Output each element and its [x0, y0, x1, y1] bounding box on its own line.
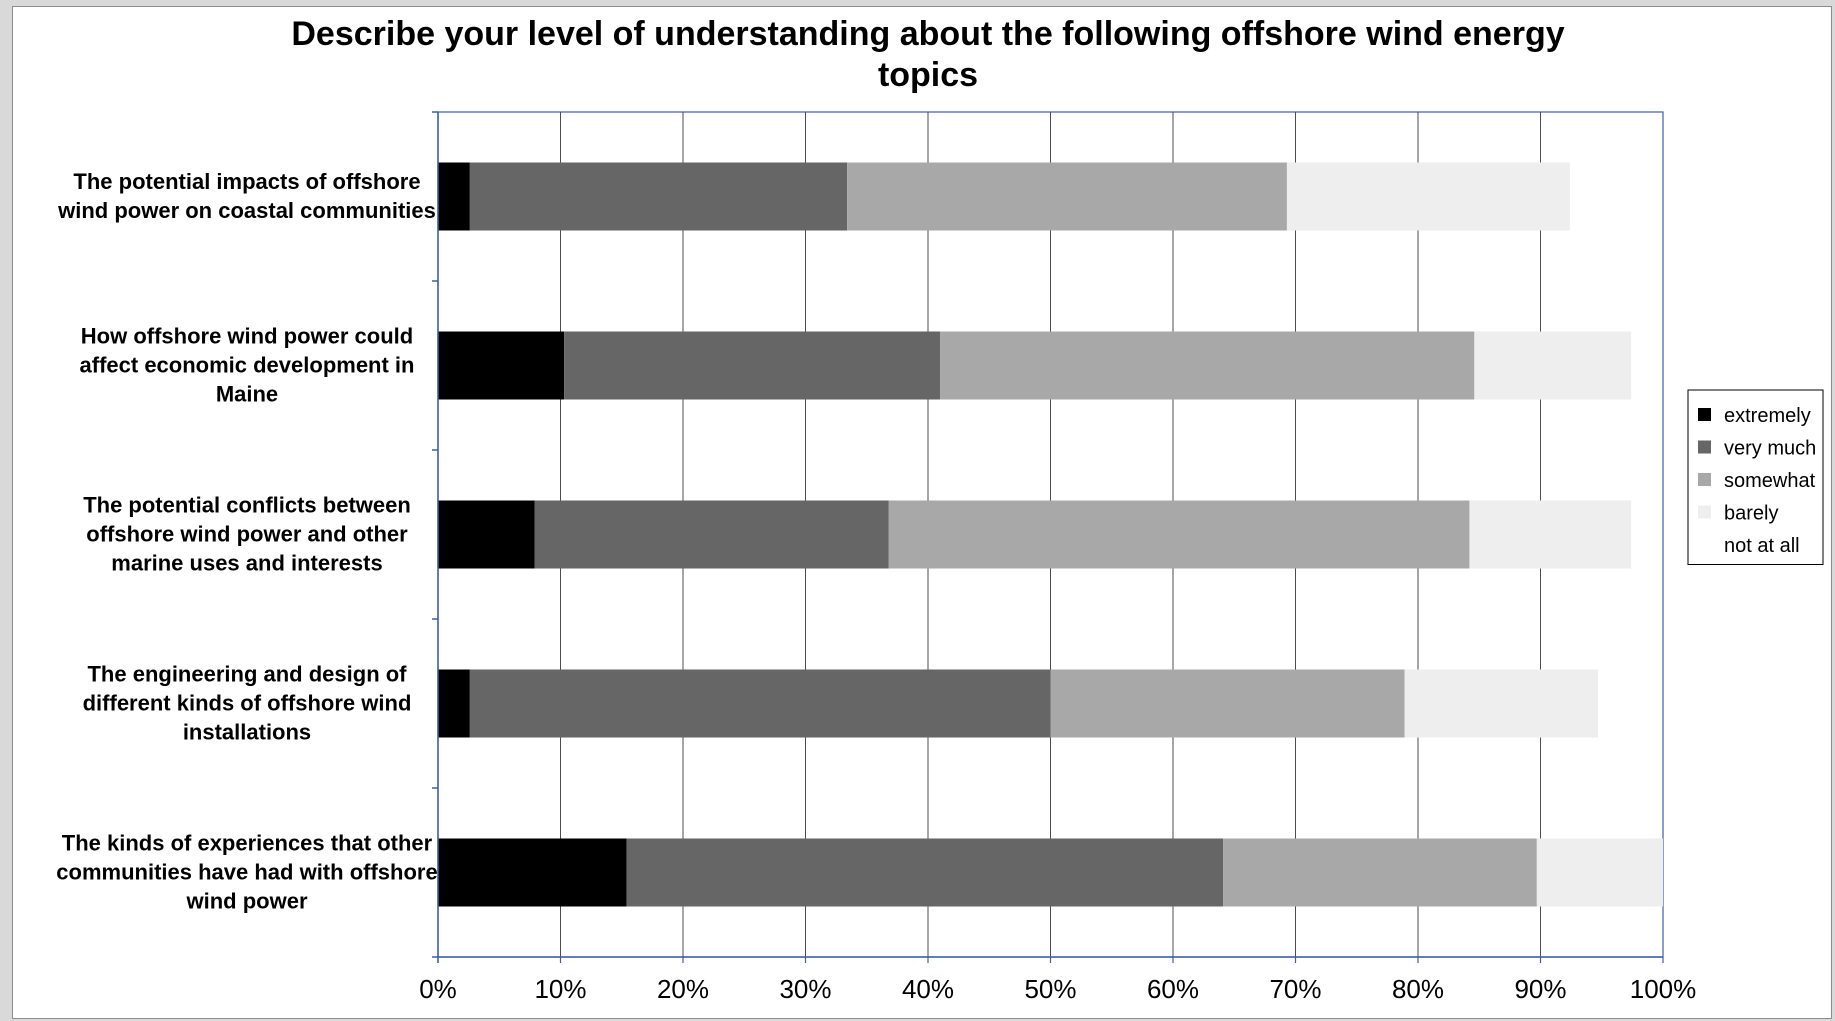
x-tick-label: 50% — [1024, 974, 1076, 1004]
bar-somewhat — [847, 162, 1287, 231]
x-tick-label: 80% — [1392, 974, 1444, 1004]
legend-label: not at all — [1724, 535, 1800, 557]
bar-barely — [1536, 838, 1663, 907]
bar-extremely — [438, 838, 627, 907]
bars — [438, 162, 1663, 907]
legend-swatch-somewhat — [1698, 473, 1711, 486]
bar-somewhat — [1050, 669, 1405, 738]
bar-barely — [1469, 500, 1632, 569]
category-labels: The potential impacts of offshore wind po… — [56, 169, 437, 914]
x-tick-label: 90% — [1514, 974, 1566, 1004]
x-tick-label: 0% — [419, 974, 457, 1004]
x-tick-label: 60% — [1147, 974, 1199, 1004]
legend-label: barely — [1724, 503, 1778, 525]
category-label: The potential conflicts between offshore … — [83, 493, 411, 576]
x-tick-label: 20% — [657, 974, 709, 1004]
legend-label: extremely — [1724, 405, 1811, 427]
bar-barely — [1474, 331, 1632, 400]
bar-very-much — [534, 500, 889, 569]
legend-swatch-extremely — [1698, 408, 1711, 421]
legend: extremely very much somewhat barely not at a… — [1687, 389, 1824, 565]
category-label: The engineering and design of different k… — [83, 662, 412, 745]
bar-very-much — [469, 669, 1051, 738]
legend-swatch-barely — [1698, 505, 1711, 519]
category-label: The potential impacts of offshore wind po… — [57, 169, 436, 223]
bar-somewhat — [1223, 838, 1537, 907]
x-tick-label: 10% — [534, 974, 586, 1004]
legend-swatch-very-much — [1698, 440, 1711, 454]
bar-extremely — [438, 500, 535, 569]
bar-very-much — [564, 331, 941, 400]
legend-label: very much — [1724, 438, 1816, 460]
category-label: How offshore wind power could affect econ… — [80, 324, 415, 407]
bar-somewhat — [940, 331, 1475, 400]
bar-extremely — [438, 669, 470, 738]
chart-frame: Describe your level of understanding abo… — [12, 6, 1832, 1019]
bar-very-much — [626, 838, 1224, 907]
bar-barely — [1404, 669, 1599, 738]
x-tick-label: 70% — [1269, 974, 1321, 1004]
bar-somewhat — [888, 500, 1470, 569]
x-tick-labels: 0% 10% 20% 30% 40% 50% 60% 70% 80% 90% 100% — [419, 974, 1696, 1004]
legend-label: somewhat — [1724, 470, 1816, 492]
bar-extremely — [438, 331, 565, 400]
x-tick-label: 40% — [902, 974, 954, 1004]
category-label: The kinds of experiences that other commu… — [56, 831, 437, 914]
bar-very-much — [469, 162, 848, 231]
x-tick-label: 100% — [1630, 974, 1697, 1004]
stacked-bar-chart: Describe your level of understanding abo… — [56, 15, 1824, 1004]
chart-title: Describe your level of understanding abo… — [291, 15, 1564, 94]
legend-swatch-not-at-all — [1698, 538, 1711, 551]
bar-extremely — [438, 162, 470, 231]
x-tick-label: 30% — [779, 974, 831, 1004]
axes — [432, 111, 1664, 963]
bar-barely — [1286, 162, 1570, 231]
